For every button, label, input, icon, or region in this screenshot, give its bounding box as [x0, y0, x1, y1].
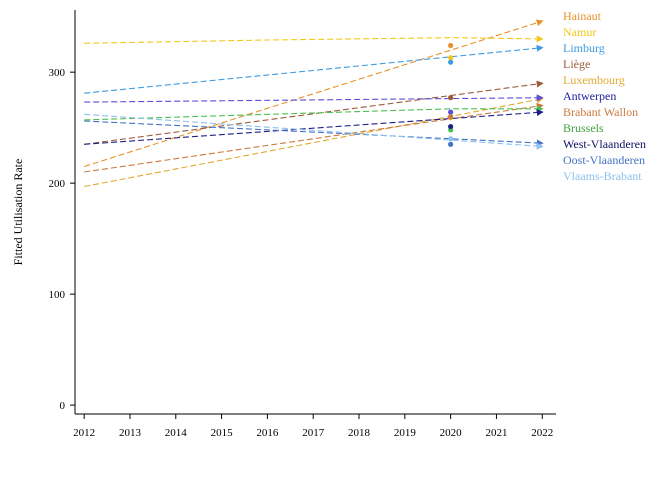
series-line-hainaut: [84, 19, 544, 168]
series-line-limburg: [84, 44, 544, 94]
observed-point: [448, 109, 454, 115]
x-tick-label: 2017: [302, 427, 325, 439]
legend-entry: Brussels: [563, 121, 604, 135]
series-line-brussels: [84, 105, 544, 121]
observed-point: [448, 123, 454, 130]
series-lines: [84, 19, 544, 188]
x-tick-label: 2014: [165, 427, 188, 439]
series-line-west-vlaanderen: [84, 109, 544, 145]
observed-point: [448, 113, 454, 120]
x-tick-label: 2018: [348, 427, 371, 439]
legend-entry: Luxembourg: [563, 73, 625, 87]
legend: Hainaut Namur Limburg Liège Luxembourg Antwer…: [563, 9, 646, 183]
x-tick-label: 2019: [394, 427, 417, 439]
observed-points: [448, 42, 454, 147]
x-tick-label: 2020: [440, 427, 463, 439]
series-line-namur: [84, 35, 544, 44]
y-tick-label: 200: [49, 178, 66, 190]
x-tick-label: 2013: [119, 427, 142, 439]
observed-point: [448, 55, 454, 61]
plot-area: [74, 10, 556, 415]
legend-entry: Antwerpen: [563, 89, 616, 103]
x-axis-ticks: 2012 2013 2014 2015 2016 2017 2018 2019 2020 2021…: [73, 414, 553, 439]
x-tick-label: 2016: [256, 427, 279, 439]
legend-entry: West-Vlaanderen: [563, 137, 646, 151]
series-line-vlaams-brabant: [84, 113, 544, 150]
observed-point: [448, 59, 454, 65]
series-line-li-ge: [84, 80, 544, 145]
legend-entry: Oost-Vlaanderen: [563, 153, 645, 167]
legend-entry: Liège: [563, 57, 590, 71]
y-tick-label: 100: [49, 289, 66, 301]
y-tick-label: 300: [49, 67, 66, 79]
legend-entry: Vlaams-Brabant: [563, 169, 642, 183]
series-line-brabant-wallon: [84, 102, 544, 173]
series-line-oost-vlaanderen: [84, 120, 544, 147]
observed-point: [448, 42, 454, 49]
y-axis-title: Fitted Utilisation Rate: [11, 159, 25, 266]
x-tick-label: 2012: [73, 427, 95, 439]
x-tick-label: 2021: [485, 427, 507, 439]
series-line-luxembourg: [84, 96, 544, 188]
observed-point: [448, 95, 454, 101]
x-tick-label: 2022: [531, 427, 553, 439]
legend-entry: Limburg: [563, 41, 605, 55]
observed-point: [448, 141, 454, 147]
observed-point: [448, 136, 454, 142]
legend-entry: Hainaut: [563, 9, 602, 23]
x-tick-label: 2015: [211, 427, 234, 439]
series-line-antwerpen: [84, 94, 544, 103]
y-tick-label: 0: [60, 400, 66, 412]
legend-entry: Brabant Wallon: [563, 105, 638, 119]
legend-entry: Namur: [563, 25, 596, 39]
y-axis-ticks: 0 100 200 300: [49, 67, 75, 412]
